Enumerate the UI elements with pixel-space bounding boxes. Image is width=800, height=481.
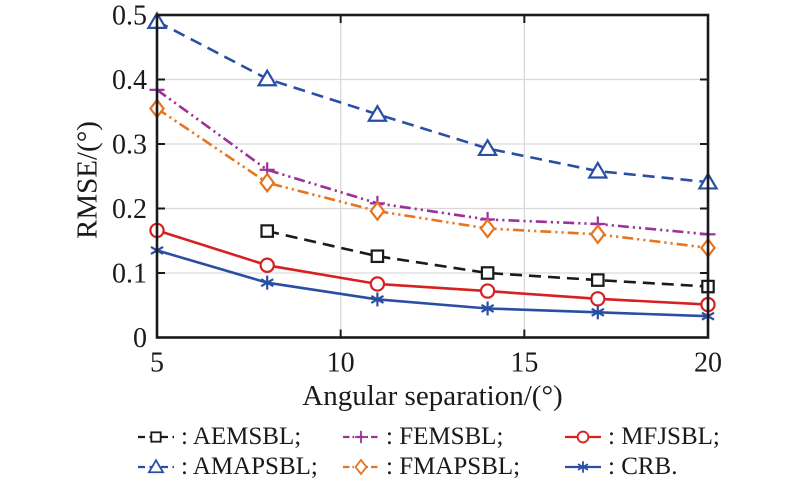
marker-circle-icon <box>369 276 386 292</box>
legend: : AEMSBL; : FEMSBL; : MFJSBL; : AMAPSBL;… <box>138 423 720 480</box>
marker-square-icon <box>370 249 385 264</box>
y-tick-label: 0.4 <box>112 65 147 96</box>
series-line-aemsbl <box>266 229 709 288</box>
marker-diamond-icon <box>369 200 386 222</box>
series-markers-amapsbl <box>146 11 719 190</box>
legend-marker-asterisk-icon <box>565 457 601 477</box>
marker-asterisk-icon <box>577 460 589 473</box>
legend-item-crb: : CRB. <box>565 453 720 480</box>
series-line-fmapsbl <box>156 107 709 250</box>
marker-diamond-icon <box>354 457 368 476</box>
series-line-amapsbl <box>156 20 709 184</box>
legend-marker-square-icon <box>138 427 174 447</box>
y-tick-label: 0.5 <box>112 1 147 32</box>
series-line-femsbl <box>156 88 709 236</box>
legend-item-aemsbl: : AEMSBL; <box>138 423 343 450</box>
marker-circle-icon <box>259 257 275 273</box>
x-axis-label: Angular separation/(°) <box>302 380 563 412</box>
legend-label-aemsbl: : AEMSBL; <box>181 422 302 450</box>
x-tick-label: 10 <box>327 348 355 379</box>
marker-square-icon <box>150 430 162 443</box>
marker-triangle-icon <box>256 68 278 87</box>
marker-plus-icon <box>354 430 368 443</box>
y-tick-label: 0 <box>133 323 147 354</box>
x-tick-label: 20 <box>694 348 722 379</box>
marker-asterisk-icon <box>260 275 274 290</box>
series-line-crb <box>156 249 709 318</box>
legend-item-amapsbl: : AMAPSBL; <box>138 453 343 480</box>
series-markers-mfjsbl <box>149 222 716 313</box>
marker-square-icon <box>260 224 274 238</box>
legend-item-fmapsbl: : FMAPSBL; <box>343 453 565 480</box>
marker-square-icon <box>590 273 605 287</box>
marker-triangle-icon <box>366 103 388 122</box>
legend-marker-plus-icon <box>343 427 379 447</box>
legend-label-amapsbl: : AMAPSBL; <box>181 452 318 480</box>
legend-label-crb: : CRB. <box>608 452 678 480</box>
marker-circle-icon <box>576 430 590 443</box>
marker-diamond-icon <box>479 218 496 239</box>
marker-square-icon <box>480 266 495 280</box>
x-tick-label: 5 <box>150 348 164 379</box>
legend-item-mfjsbl: : MFJSBL; <box>565 423 720 450</box>
legend-marker-triangle-icon <box>138 457 174 477</box>
marker-diamond-icon <box>259 172 276 194</box>
marker-asterisk-icon <box>591 305 605 320</box>
marker-asterisk-icon <box>370 292 385 307</box>
y-tick-label: 0.2 <box>112 194 147 225</box>
marker-asterisk-icon <box>480 301 495 316</box>
y-tick-label: 0.1 <box>112 259 147 290</box>
marker-triangle-icon <box>477 138 499 157</box>
series-markers-fmapsbl <box>149 98 716 259</box>
marker-triangle-icon <box>147 457 165 473</box>
series-line-mfjsbl <box>156 229 709 306</box>
marker-circle-icon <box>479 283 496 299</box>
legend-marker-circle-icon <box>565 427 601 447</box>
marker-triangle-icon <box>587 160 609 179</box>
axes-box <box>155 13 710 339</box>
y-tick-label: 0.3 <box>112 130 147 161</box>
legend-label-fmapsbl: : FMAPSBL; <box>386 452 521 480</box>
series-markers-femsbl <box>149 82 716 242</box>
x-tick-label: 15 <box>510 348 538 379</box>
marker-diamond-icon <box>589 223 606 245</box>
legend-item-femsbl: : FEMSBL; <box>343 423 565 450</box>
legend-label-femsbl: : FEMSBL; <box>386 422 504 450</box>
marker-circle-icon <box>590 291 606 307</box>
legend-label-mfjsbl: : MFJSBL; <box>608 422 720 450</box>
legend-marker-diamond-icon <box>343 457 379 477</box>
y-axis-label: RMSE/(°) <box>71 121 104 239</box>
